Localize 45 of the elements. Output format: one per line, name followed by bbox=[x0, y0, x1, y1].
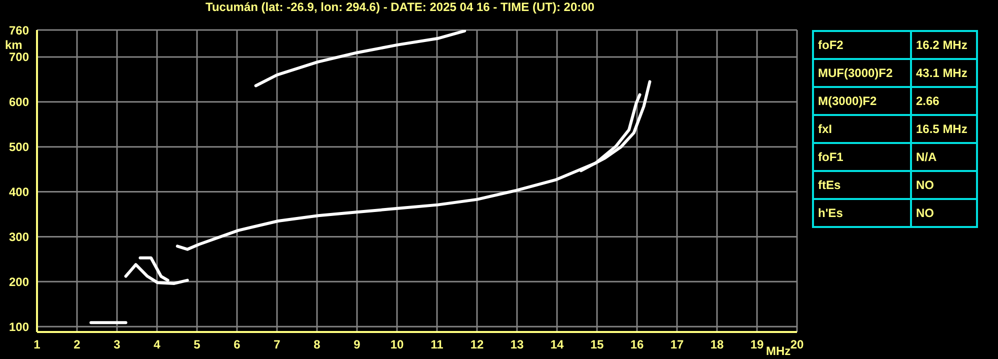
x-tick-label: 12 bbox=[470, 338, 484, 352]
chart-title: Tucumán (lat: -26.9, lon: 294.6) - DATE: 2025 04 16 - TIME (UT): 20:00 bbox=[204, 0, 596, 14]
x-tick-label: 14 bbox=[550, 338, 564, 352]
text: 43.1 MHz bbox=[916, 66, 968, 80]
text: NO bbox=[916, 178, 934, 192]
x-tick-label: 20 bbox=[790, 338, 804, 352]
x-tick-label: 9 bbox=[354, 338, 361, 352]
category-label: ftEs bbox=[813, 171, 911, 199]
y-axis-title: km bbox=[5, 38, 22, 52]
x-tick-label: 18 bbox=[710, 338, 724, 352]
x-axis-title: MHz bbox=[766, 344, 791, 358]
text: 2.66 bbox=[916, 94, 940, 108]
y-tick-label: 100 bbox=[8, 320, 30, 334]
category-label: fxI bbox=[813, 115, 911, 143]
y-tick-label: 300 bbox=[8, 230, 30, 244]
y-tick-label: 700 bbox=[8, 50, 30, 64]
x-tick-label: 17 bbox=[670, 338, 684, 352]
y-tick-label: 400 bbox=[8, 185, 30, 200]
text: N/A bbox=[916, 150, 937, 164]
x-tick-label: 15 bbox=[590, 338, 604, 352]
category-label: foF1 bbox=[813, 143, 911, 171]
x-tick-label: 7 bbox=[274, 338, 281, 352]
x-tick-label: 19 bbox=[750, 338, 764, 352]
text: 16.2 MHz bbox=[916, 38, 968, 52]
x-tick-label: 5 bbox=[194, 338, 201, 352]
category-label: MUF(3000)F2 bbox=[813, 59, 911, 87]
category-label: foF2 bbox=[813, 31, 911, 59]
y-tick-label: 600 bbox=[8, 95, 30, 110]
x-tick-label: 16 bbox=[630, 338, 644, 352]
y-tick-label: 760 bbox=[8, 23, 30, 38]
x-tick-label: 6 bbox=[234, 338, 241, 352]
x-tick-label: 8 bbox=[314, 338, 321, 352]
category-label: M(3000)F2 bbox=[813, 87, 911, 115]
x-tick-label: 4 bbox=[154, 338, 161, 352]
x-tick-label: 11 bbox=[430, 338, 444, 352]
text: NO bbox=[916, 206, 934, 220]
x-tick-label: 2 bbox=[74, 338, 81, 352]
x-tick-label: 13 bbox=[510, 338, 524, 352]
x-tick-label: 10 bbox=[390, 338, 404, 352]
x-tick-label: 3 bbox=[114, 338, 121, 352]
y-tick-label: 200 bbox=[8, 274, 30, 289]
text: 16.5 MHz bbox=[916, 122, 968, 136]
y-tick-label: 500 bbox=[8, 140, 30, 154]
x-tick-label: 1 bbox=[34, 338, 41, 352]
category-label: h'Es bbox=[813, 199, 911, 227]
